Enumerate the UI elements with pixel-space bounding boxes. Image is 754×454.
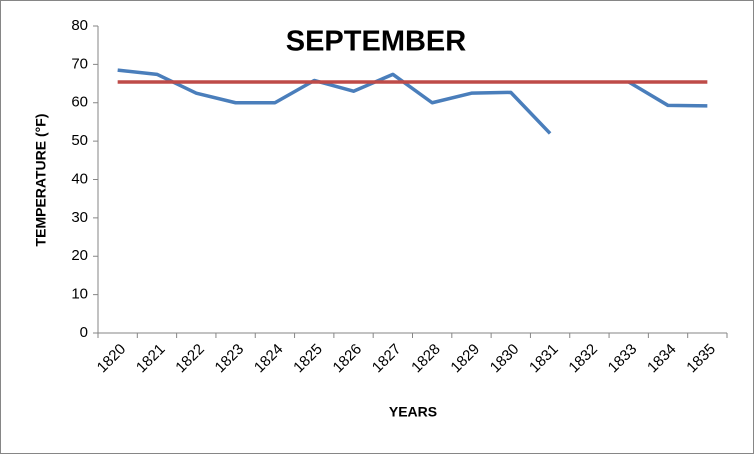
y-tick-label: 0 — [80, 324, 88, 341]
y-tick-label: 10 — [71, 286, 88, 303]
y-axis-label: TEMPERATURE (°F) — [33, 114, 49, 247]
y-tick-label: 40 — [71, 170, 88, 187]
y-tick-label: 70 — [71, 55, 88, 72]
y-tick-label: 60 — [71, 94, 88, 111]
y-tick-label: 20 — [71, 247, 88, 264]
y-tick-label: 80 — [71, 17, 88, 34]
series-line — [117, 68, 708, 135]
y-tick-label: 50 — [71, 132, 88, 149]
y-tick-label: 30 — [71, 209, 88, 226]
x-axis-label: YEARS — [389, 404, 437, 420]
chart-title: SEPTEMBER — [286, 26, 467, 58]
